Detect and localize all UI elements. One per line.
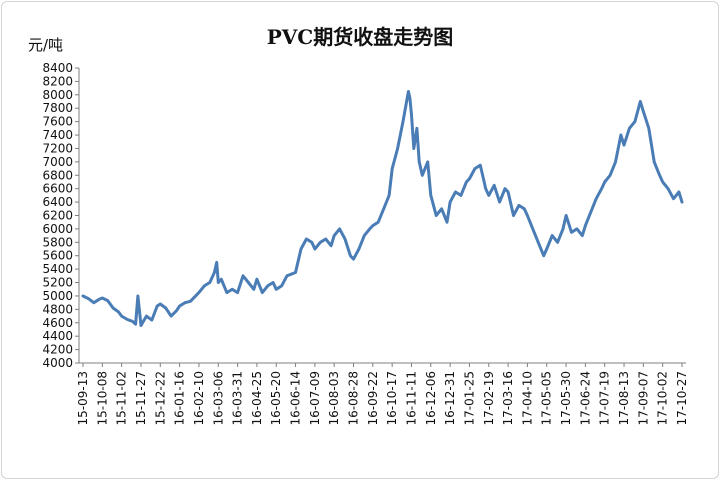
x-tick-label: 15-11-02 <box>115 371 129 425</box>
y-tick-label: 6400 <box>42 195 73 209</box>
y-tick-label: 8000 <box>42 88 73 102</box>
y-tick-label: 6600 <box>42 182 73 196</box>
y-tick-label: 5000 <box>42 289 73 303</box>
y-tick-label: 7600 <box>42 115 73 129</box>
x-tick-label: 15-09-13 <box>76 371 90 425</box>
x-tick-label: 16-03-31 <box>231 371 245 425</box>
x-tick-label: 16-01-16 <box>173 371 187 425</box>
y-tick-label: 7800 <box>42 101 73 115</box>
series-line <box>81 90 684 327</box>
y-tick-label: 5200 <box>42 276 73 290</box>
y-tick-label: 4400 <box>42 329 73 343</box>
y-tick-label: 4000 <box>42 356 73 370</box>
x-tick-label: 16-12-06 <box>424 371 438 425</box>
y-tick-label: 4200 <box>42 343 73 357</box>
plot-area <box>81 90 684 327</box>
x-tick-label: 16-03-06 <box>211 371 225 425</box>
x-tick-label: 17-02-19 <box>482 371 496 425</box>
y-tick-label: 4600 <box>42 316 73 330</box>
x-tick-label: 17-06-24 <box>578 371 592 425</box>
x-tick-label: 17-08-13 <box>617 371 631 425</box>
x-tick-label: 16-04-25 <box>250 371 264 425</box>
y-tick-label: 5400 <box>42 262 73 276</box>
x-tick-label: 16-07-09 <box>308 371 322 425</box>
x-tick-label: 16-05-20 <box>269 371 283 425</box>
x-tick-label: 16-11-11 <box>404 371 418 425</box>
y-tick-label: 6800 <box>42 168 73 182</box>
x-tick-label: 16-08-28 <box>347 371 361 425</box>
axes: 4000420044004600480050005200540056005800… <box>42 61 689 425</box>
x-tick-label: 17-05-30 <box>559 371 573 425</box>
y-tick-label: 5800 <box>42 235 73 249</box>
x-tick-label: 17-10-27 <box>675 371 689 425</box>
x-tick-label: 17-03-16 <box>501 371 515 425</box>
y-tick-label: 7200 <box>42 141 73 155</box>
x-tick-label: 17-05-05 <box>540 371 554 425</box>
x-tick-label: 16-02-10 <box>192 371 206 425</box>
x-tick-label: 16-06-14 <box>289 371 303 425</box>
x-tick-label: 17-07-19 <box>598 371 612 425</box>
x-tick-label: 16-09-22 <box>366 371 380 425</box>
x-tick-label: 15-11-27 <box>134 371 148 425</box>
y-tick-label: 8200 <box>42 74 73 88</box>
y-tick-label: 6200 <box>42 209 73 223</box>
y-tick-label: 8400 <box>42 61 73 75</box>
y-tick-label: 7000 <box>42 155 73 169</box>
x-tick-label: 16-10-17 <box>385 371 399 425</box>
x-tick-label: 16-12-31 <box>443 371 457 425</box>
x-tick-label: 17-09-07 <box>636 371 650 425</box>
x-tick-label: 15-10-08 <box>95 371 109 425</box>
y-tick-label: 7400 <box>42 128 73 142</box>
x-tick-label: 17-04-10 <box>520 371 534 425</box>
x-tick-label: 16-08-03 <box>327 371 341 425</box>
x-tick-label: 17-10-02 <box>656 371 670 425</box>
y-tick-label: 6000 <box>42 222 73 236</box>
x-tick-label: 17-01-25 <box>462 371 476 425</box>
chart-title: PVC期货收盘走势图 <box>267 25 453 49</box>
y-tick-label: 4800 <box>42 302 73 316</box>
y-tick-label: 5600 <box>42 249 73 263</box>
x-tick-label: 15-12-22 <box>153 371 167 425</box>
y-unit-label: 元/吨 <box>28 36 63 54</box>
